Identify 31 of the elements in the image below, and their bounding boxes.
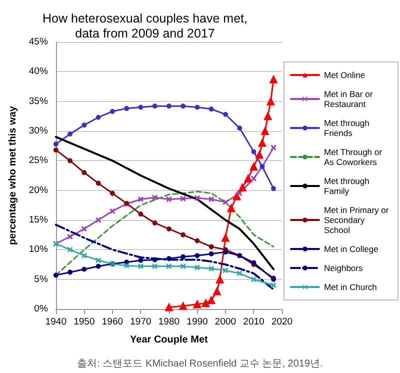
legend-label: Met Online	[324, 70, 366, 80]
legend-label: Met through Family	[324, 176, 372, 196]
y-tick-label: 25%	[28, 155, 48, 166]
y-tick-label: 5%	[34, 274, 48, 285]
legend-label: Met Through or As Coworkers	[324, 147, 384, 167]
legend-label: Neighbors	[324, 263, 363, 273]
x-tick-label: 1970	[130, 316, 152, 328]
y-tick-label: 20%	[28, 184, 48, 196]
x-tick-label: 1990	[186, 316, 208, 328]
x-tick-label: 1950	[74, 316, 95, 328]
x-tick-label: 2000	[214, 316, 236, 328]
y-tick-label: 10%	[28, 244, 48, 256]
x-axis-title: Year Couple Met	[130, 334, 209, 346]
y-tick-label: 15%	[28, 214, 48, 226]
legend-label: Met in College	[324, 244, 379, 254]
y-tick-label: 40%	[28, 66, 48, 78]
y-tick-label: 30%	[28, 126, 48, 136]
legend-label: Met in Church	[324, 282, 378, 292]
x-tick-label: 1940	[45, 316, 66, 328]
legend-label: Met in Primary or Secondary School	[324, 205, 392, 235]
y-tick-label: 0%	[34, 304, 48, 314]
x-tick-label: 1960	[102, 316, 124, 328]
x-tick-label: 2020	[271, 316, 293, 328]
x-tick-label: 1980	[158, 316, 180, 328]
x-tick-label: 2010	[243, 316, 264, 328]
y-tick-label: 35%	[28, 96, 48, 107]
y-axis-title: percentage who met this way	[8, 106, 18, 245]
legend-label: Met in Bar or Restaurant	[324, 89, 376, 109]
legend-label: Met through Friends	[324, 118, 372, 138]
y-tick-label: 45%	[28, 36, 48, 48]
source-note: 출처: 스탠포드 KMichael Rosenfield 교수 논문, 2019년.	[77, 358, 323, 370]
